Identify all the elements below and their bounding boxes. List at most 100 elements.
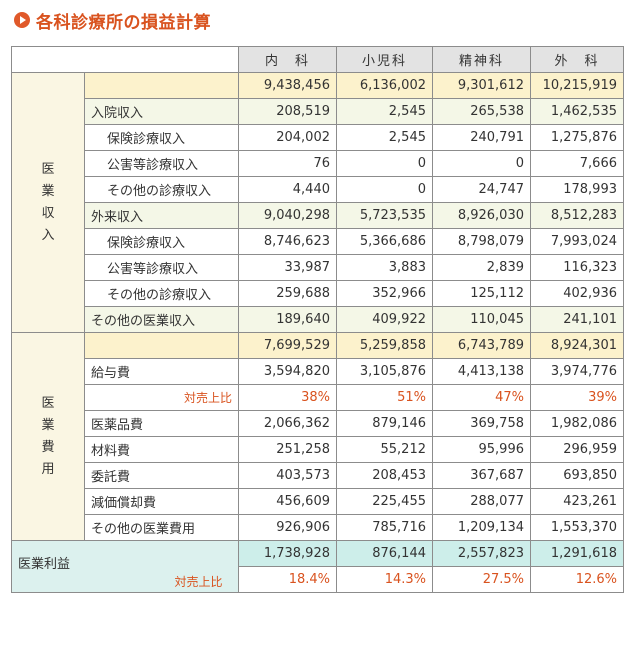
- revenue-row: 公害等診療収入 33,987 3,883 2,839 116,323: [12, 254, 624, 281]
- column-header: 外 科: [530, 46, 624, 73]
- play-circle-icon: [14, 12, 30, 28]
- row-label: その他の診療収入: [84, 176, 239, 203]
- value-cell: 352,966: [336, 280, 433, 307]
- value-cell: 8,924,301: [530, 332, 624, 359]
- revenue-row: その他の医業収入 189,640 409,922 110,045 241,101: [12, 306, 624, 333]
- value-cell: 2,545: [336, 98, 433, 125]
- revenue-total-row: 医業収入 9,438,456 6,136,002 9,301,612 10,215,91…: [11, 72, 624, 333]
- expense-row: 減価償却費 456,609 225,455 288,077 423,261: [12, 488, 624, 515]
- value-cell: 879,146: [336, 410, 433, 437]
- expense-row: 医薬品費 2,066,362 879,146 369,758 1,982,086: [12, 410, 624, 437]
- header-corner: [11, 46, 239, 73]
- column-header: 内 科: [238, 46, 337, 73]
- ratio-row: 対売上比 38% 51% 47% 39%: [12, 384, 624, 411]
- row-label: 減価償却費: [84, 488, 239, 515]
- value-cell: 8,746,623: [238, 228, 337, 255]
- value-cell: 3,974,776: [530, 358, 624, 385]
- value-cell: 456,609: [238, 488, 337, 515]
- value-cell: 225,455: [336, 488, 433, 515]
- value-cell: 3,105,876: [336, 358, 433, 385]
- value-cell: 38%: [238, 384, 337, 411]
- value-cell: 367,687: [432, 462, 531, 489]
- value-cell: 51%: [336, 384, 433, 411]
- revenue-section: 医業収入: [11, 72, 85, 333]
- row-label: 材料費: [84, 436, 239, 463]
- expense-row: その他の医業費用 926,906 785,716 1,209,134 1,553,370: [12, 514, 624, 541]
- revenue-row: 保険診療収入 204,002 2,545 240,791 1,275,876: [12, 124, 624, 151]
- value-cell: 926,906: [238, 514, 337, 541]
- value-cell: 5,259,858: [336, 332, 433, 359]
- value-cell: 208,519: [238, 98, 337, 125]
- value-cell: 47%: [432, 384, 531, 411]
- value-cell: 241,101: [530, 306, 624, 333]
- value-cell: 4,413,138: [432, 358, 531, 385]
- row-label: その他の医業収入: [84, 306, 239, 333]
- expense-section-label: 医業費用: [41, 395, 55, 477]
- value-cell: 1,291,618: [530, 540, 624, 567]
- value-cell: 2,545: [336, 124, 433, 151]
- value-cell: 409,922: [336, 306, 433, 333]
- value-cell: 55,212: [336, 436, 433, 463]
- revenue-row: 外来収入 9,040,298 5,723,535 8,926,030 8,512,283: [12, 202, 624, 229]
- revenue-row: その他の診療収入 4,440 0 24,747 178,993: [12, 176, 624, 203]
- value-cell: 1,738,928: [238, 540, 337, 567]
- expense-total-row: 医業費用 7,699,529 5,259,858 6,743,789 8,924,301: [11, 332, 624, 541]
- expense-section: 医業費用: [11, 332, 85, 541]
- value-cell: 785,716: [336, 514, 433, 541]
- value-cell: 208,453: [336, 462, 433, 489]
- value-cell: 189,640: [238, 306, 337, 333]
- value-cell: 240,791: [432, 124, 531, 151]
- profit-section: 医業利益: [11, 540, 239, 593]
- value-cell: 9,438,456: [238, 72, 337, 99]
- row-label: その他の医業費用: [84, 514, 239, 541]
- value-cell: 0: [336, 150, 433, 177]
- row-label: 入院収入: [84, 98, 239, 125]
- value-cell: 10,215,919: [530, 72, 624, 99]
- header-row: 内 科 小児科 精神科 外 科: [11, 46, 624, 73]
- row-label: 公害等診療収入: [84, 150, 239, 177]
- value-cell: 95,996: [432, 436, 531, 463]
- revenue-row: 公害等診療収入 76 0 0 7,666: [12, 150, 624, 177]
- value-cell: 7,699,529: [238, 332, 337, 359]
- title-text: 各科診療所の損益計算: [36, 12, 211, 33]
- value-cell: 5,723,535: [336, 202, 433, 229]
- value-cell: 27.5%: [432, 566, 531, 593]
- value-cell: 116,323: [530, 254, 624, 281]
- value-cell: 259,688: [238, 280, 337, 307]
- value-cell: 1,982,086: [530, 410, 624, 437]
- value-cell: 1,275,876: [530, 124, 624, 151]
- value-cell: 3,594,820: [238, 358, 337, 385]
- value-cell: 14.3%: [336, 566, 433, 593]
- profit-ratio-row: 18.4% 14.3% 27.5% 12.6%: [12, 566, 624, 593]
- value-cell: 4,440: [238, 176, 337, 203]
- row-label: 給与費: [84, 358, 239, 385]
- value-cell: 18.4%: [238, 566, 337, 593]
- value-cell: 178,993: [530, 176, 624, 203]
- value-cell: 9,040,298: [238, 202, 337, 229]
- value-cell: 423,261: [530, 488, 624, 515]
- revenue-section-label: 医業収入: [41, 161, 55, 243]
- row-label: 保険診療収入: [84, 228, 239, 255]
- value-cell: 403,573: [238, 462, 337, 489]
- column-header: 精神科: [432, 46, 531, 73]
- row-label: 公害等診療収入: [84, 254, 239, 281]
- value-cell: 0: [336, 176, 433, 203]
- value-cell: 3,883: [336, 254, 433, 281]
- value-cell: 6,136,002: [336, 72, 433, 99]
- column-header: 小児科: [336, 46, 433, 73]
- expense-row: 給与費 3,594,820 3,105,876 4,413,138 3,974,776: [12, 358, 624, 385]
- value-cell: 204,002: [238, 124, 337, 151]
- value-cell: 1,462,535: [530, 98, 624, 125]
- value-cell: 7,993,024: [530, 228, 624, 255]
- value-cell: 12.6%: [530, 566, 624, 593]
- value-cell: 7,666: [530, 150, 624, 177]
- value-cell: 251,258: [238, 436, 337, 463]
- value-cell: 369,758: [432, 410, 531, 437]
- value-cell: 8,798,079: [432, 228, 531, 255]
- value-cell: 876,144: [336, 540, 433, 567]
- row-label: 委託費: [84, 462, 239, 489]
- blank-cell: [84, 72, 239, 99]
- value-cell: 1,553,370: [530, 514, 624, 541]
- value-cell: 296,959: [530, 436, 624, 463]
- value-cell: 9,301,612: [432, 72, 531, 99]
